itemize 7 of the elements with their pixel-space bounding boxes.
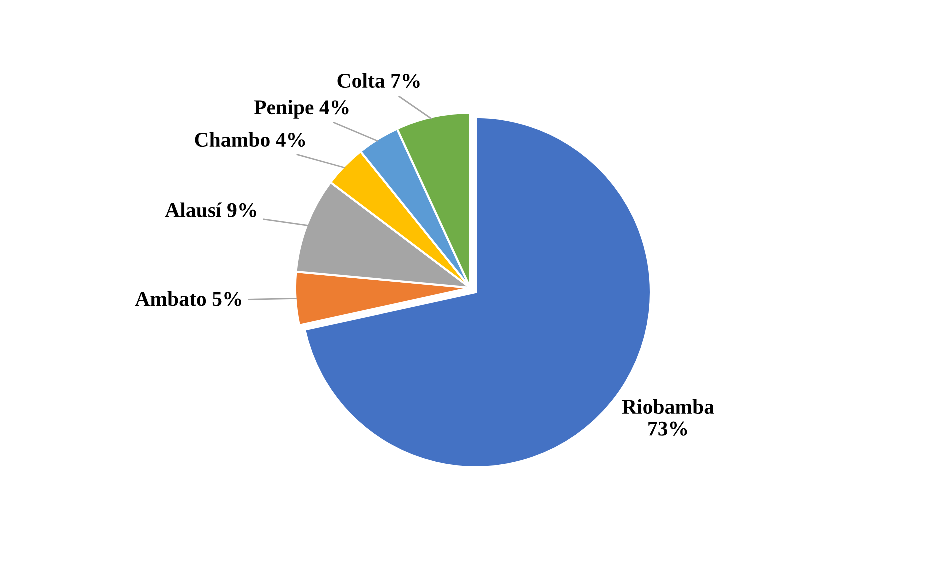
slice-label: Riobamba — [622, 399, 714, 414]
slice-label: Colta 7% — [338, 73, 420, 88]
data-label: 73% — [648, 422, 688, 436]
slice-label: Penipe 4% — [254, 100, 349, 119]
slice-label: Chambo 4% — [195, 132, 306, 148]
slice-label: Ambato 5% — [135, 292, 242, 306]
slice-label: Alausí 9% — [165, 202, 256, 218]
